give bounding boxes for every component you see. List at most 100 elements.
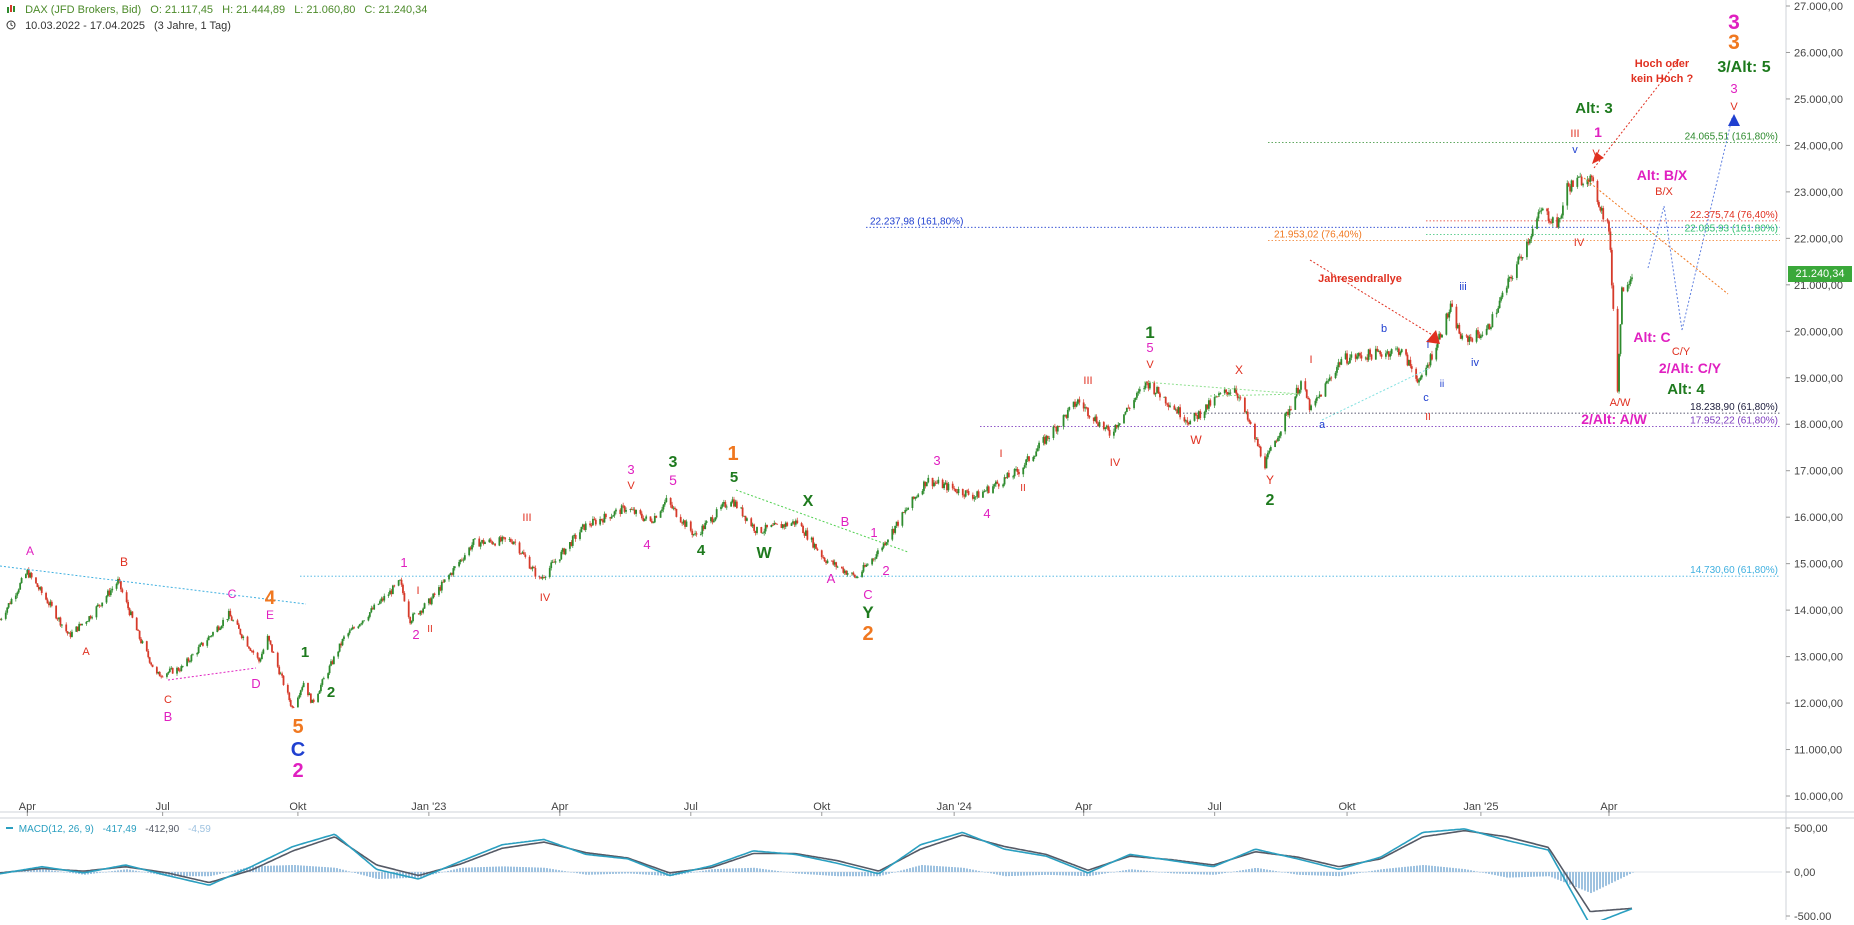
macd-hist-bar (1140, 870, 1142, 872)
candle-body (694, 533, 697, 535)
candle-body (796, 520, 799, 524)
macd-hist-bar (654, 872, 656, 876)
macd-hist-bar (1593, 872, 1595, 892)
candle-body (1451, 303, 1454, 307)
candle-body (383, 595, 386, 601)
candle-body (1153, 382, 1156, 395)
candle-body (1465, 335, 1468, 337)
candle-body (311, 699, 314, 703)
macd-hist-bar (474, 867, 476, 872)
macd-hist-bar (1335, 872, 1337, 877)
candle-body (222, 619, 224, 627)
candle-body (330, 661, 332, 666)
macd-hist-bar (1521, 872, 1523, 878)
candle-body (554, 561, 557, 563)
macd-hist-bar (720, 868, 722, 872)
candle-body (741, 507, 744, 517)
candle-body (502, 536, 505, 538)
candle-body (1397, 348, 1400, 355)
candle-body (1490, 327, 1492, 329)
candle-body (720, 506, 722, 510)
candle-body (701, 525, 704, 535)
candle-body (1616, 308, 1619, 392)
candle-body (433, 593, 436, 595)
candle-body (1612, 285, 1615, 309)
candle-body (1357, 353, 1360, 357)
macd-hist-bar (312, 866, 314, 872)
macd-hist-bar (738, 868, 740, 872)
candle-body (1566, 183, 1569, 206)
candle-body (1143, 388, 1146, 390)
candle-body (571, 536, 574, 546)
macd-hist-bar (492, 866, 494, 872)
candle-body (823, 557, 826, 562)
candle-body (332, 656, 335, 664)
macd-hist-bar (918, 865, 920, 872)
macd-hist-bar (1179, 872, 1181, 874)
macd-hist-bar (981, 871, 983, 873)
macd-hist-bar (837, 872, 839, 877)
wave-label: 2 (412, 627, 419, 642)
macd-hist-bar (390, 872, 392, 879)
candle-body (322, 678, 325, 680)
candle-body (1369, 349, 1371, 355)
candle-body (957, 489, 960, 494)
macd-hist-bar (462, 867, 464, 872)
macd-hist-bar (570, 872, 572, 873)
macd-hist-bar (18, 871, 20, 873)
candle-body (984, 490, 987, 492)
macd-hist-bar (1302, 872, 1304, 875)
candle-body (108, 590, 111, 596)
macd-hist-bar (1266, 869, 1268, 872)
candle-body (1255, 438, 1258, 440)
candle-body (620, 505, 623, 515)
macd-hist-bar (1299, 872, 1301, 875)
candle-body (1128, 407, 1131, 409)
macd-hist-bar (630, 872, 632, 874)
candle-body (1500, 297, 1502, 301)
wave-label: v (1572, 144, 1578, 156)
candle-body (89, 616, 92, 619)
candle-body (1590, 175, 1593, 178)
candle-body (317, 693, 319, 702)
macd-hist-bar (756, 868, 758, 872)
macd-hist-bar (315, 866, 317, 872)
candle-body (815, 543, 817, 549)
candle-body (845, 570, 848, 575)
candle-body (1195, 413, 1197, 415)
macd-hist-bar (903, 869, 905, 872)
macd-hist-bar (1332, 872, 1334, 876)
candle-body (1385, 353, 1387, 357)
candle-body (1254, 423, 1256, 440)
candle-body (125, 592, 128, 603)
candle-body (363, 620, 366, 622)
macd-hist-bar (1128, 869, 1130, 872)
candle-body (1576, 177, 1579, 187)
macd-hist-bar (714, 869, 716, 872)
candle-body (876, 550, 879, 555)
candle-body (511, 541, 514, 544)
macd-hist-bar (1410, 866, 1412, 872)
candle-body (450, 573, 453, 575)
candle-body (763, 531, 766, 533)
macd-hist-bar (639, 872, 641, 875)
candle-body (842, 568, 845, 573)
wave-label: I (1309, 354, 1312, 366)
candle-body (400, 579, 403, 585)
candle-body (1266, 452, 1269, 458)
candle-body (642, 518, 645, 521)
candle-body (107, 590, 109, 597)
macd-hist-bar (327, 867, 329, 872)
candle-body (1228, 392, 1230, 395)
macd-hist-bar (807, 872, 809, 875)
macd-hist-bar (1587, 872, 1589, 892)
candle-body (770, 525, 773, 528)
candle-body (579, 532, 581, 539)
time-tick-label: Jan '23 (411, 801, 446, 813)
macd-hist-bar (258, 866, 260, 872)
high-value: H: 21.444,89 (222, 4, 286, 16)
candle-body (1416, 378, 1419, 383)
candle-body (569, 542, 571, 549)
candle-body (19, 583, 22, 590)
candle-body (148, 657, 151, 663)
